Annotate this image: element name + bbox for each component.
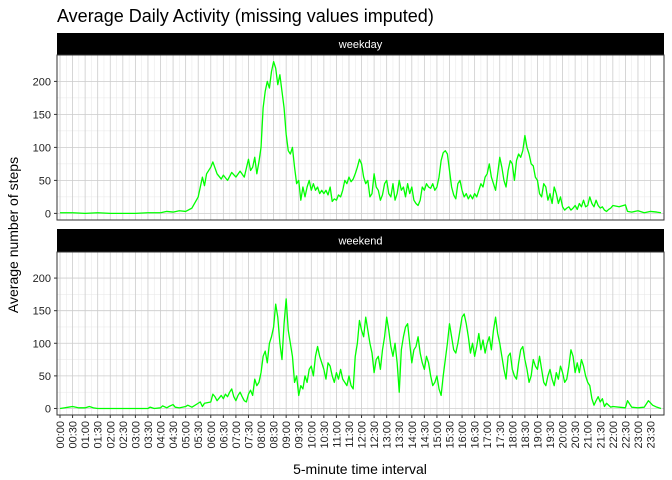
- x-axis-title: 5-minute time interval: [293, 461, 427, 477]
- chart-title: Average Daily Activity (missing values i…: [57, 6, 434, 26]
- x-tick-label: 12:30: [369, 421, 381, 449]
- y-tick-label: 100: [33, 142, 51, 154]
- y-tick-label: 50: [39, 371, 51, 383]
- x-tick-label: 18:30: [520, 421, 532, 449]
- x-tick-label: 12:00: [357, 421, 369, 449]
- x-tick-label: 06:30: [218, 421, 230, 449]
- x-tick-label: 09:00: [281, 421, 293, 449]
- x-tick-label: 20:00: [558, 421, 570, 449]
- x-tick-label: 16:00: [457, 421, 469, 449]
- x-tick-label: 16:30: [470, 421, 482, 449]
- x-tick-label: 01:00: [80, 421, 92, 449]
- x-tick-label: 07:30: [243, 421, 255, 449]
- x-tick-label: 04:00: [156, 421, 168, 449]
- y-axis-title: Average number of steps: [5, 157, 21, 313]
- x-tick-label: 00:30: [68, 421, 80, 449]
- x-tick-label: 02:00: [105, 421, 117, 449]
- y-tick-label: 0: [45, 208, 51, 220]
- x-tick-label: 18:00: [507, 421, 519, 449]
- series-line-weekday: [60, 60, 662, 215]
- x-tick-label: 11:30: [344, 421, 356, 448]
- panel-weekend: weekend 0 50 100 150 200: [33, 229, 665, 416]
- x-tick-label: 13:00: [382, 421, 394, 449]
- strip-label-weekend: weekend: [337, 236, 382, 248]
- y-tick-label: 0: [45, 403, 51, 415]
- x-tick-label: 00:00: [55, 421, 67, 449]
- panels: weekday 0 50 100 150 200 weekend 0 50 100 150 200: [33, 33, 665, 416]
- x-tick-label: 05:30: [193, 421, 205, 449]
- x-tick-label: 03:30: [143, 421, 155, 449]
- x-tick-label: 17:00: [482, 421, 494, 449]
- x-tick-label: 03:00: [130, 421, 142, 449]
- y-tick-label: 200: [33, 76, 51, 88]
- y-tick-label: 150: [33, 306, 51, 318]
- y-tick-label: 50: [39, 175, 51, 187]
- strip-weekend: [57, 229, 664, 252]
- x-tick-label: 08:00: [256, 421, 268, 449]
- y-tick-label: 150: [33, 109, 51, 121]
- x-tick-label: 02:30: [118, 421, 130, 449]
- x-tick-label: 21:00: [583, 421, 595, 449]
- strip-weekday: [57, 33, 664, 55]
- x-tick-label: 11:00: [331, 421, 343, 448]
- x-tick-label: 15:00: [432, 421, 444, 449]
- x-axis-ticks: 00:00 00:30 01:00 01:30 02:00 02:30 03:00 03:30…: [55, 415, 658, 449]
- x-tick-label: 22:30: [620, 421, 632, 449]
- panel-border: [56, 251, 665, 416]
- panel-border: [56, 54, 665, 221]
- x-tick-label: 22:00: [608, 421, 620, 449]
- y-tick-label: 200: [33, 273, 51, 285]
- x-tick-label: 17:30: [495, 421, 507, 449]
- x-tick-label: 23:30: [646, 421, 658, 449]
- x-tick-label: 04:30: [168, 421, 180, 449]
- x-tick-label: 01:30: [93, 421, 105, 449]
- x-tick-label: 23:00: [633, 421, 645, 449]
- x-tick-label: 19:30: [545, 421, 557, 449]
- x-tick-label: 15:30: [445, 421, 457, 449]
- y-tick-label: 100: [33, 338, 51, 350]
- x-tick-label: 08:30: [269, 421, 281, 449]
- panel-weekday: weekday 0 50 100 150 200: [33, 33, 665, 221]
- x-tick-label: 05:00: [181, 421, 193, 449]
- x-tick-label: 13:30: [394, 421, 406, 449]
- x-tick-label: 09:30: [294, 421, 306, 449]
- x-tick-label: 07:00: [231, 421, 243, 449]
- x-tick-label: 10:00: [306, 421, 318, 449]
- x-tick-label: 06:00: [206, 421, 218, 449]
- x-tick-label: 20:30: [570, 421, 582, 449]
- x-tick-label: 10:30: [319, 421, 331, 449]
- x-tick-label: 14:30: [419, 421, 431, 449]
- series-line-weekend: [59, 298, 662, 410]
- x-tick-label: 19:00: [532, 421, 544, 449]
- x-tick-label: 14:00: [407, 421, 419, 449]
- strip-label-weekday: weekday: [338, 39, 383, 51]
- x-tick-label: 21:30: [595, 421, 607, 449]
